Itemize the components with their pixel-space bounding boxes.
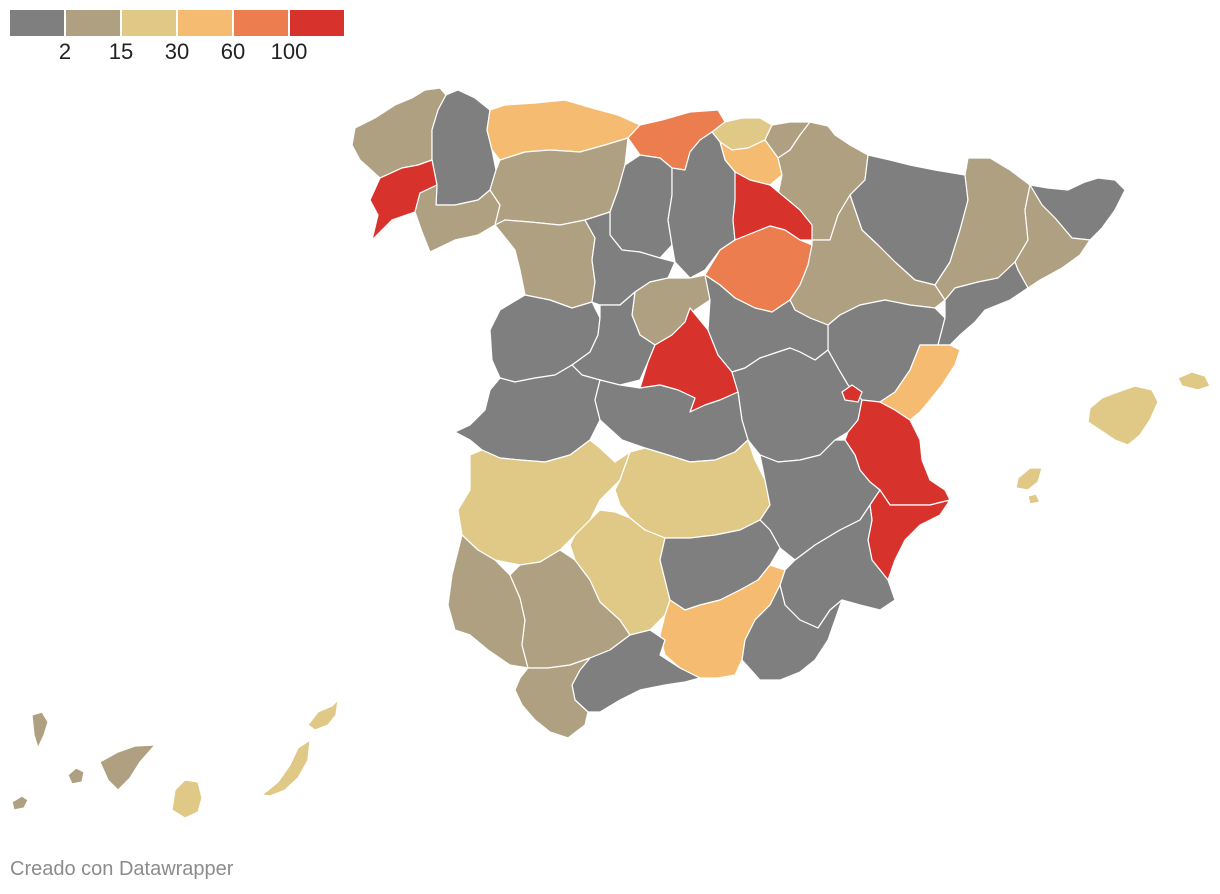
province-ibiza[interactable] bbox=[1015, 467, 1043, 491]
legend: 2 15 30 60 100 bbox=[10, 10, 346, 70]
province-mallorca[interactable] bbox=[1087, 385, 1159, 446]
province-gran-canaria[interactable] bbox=[171, 779, 203, 819]
province-fuerteventura[interactable] bbox=[261, 739, 311, 797]
legend-swatch-bin-0 bbox=[10, 10, 64, 36]
legend-swatch-bin-1 bbox=[66, 10, 120, 36]
legend-tick-label: 60 bbox=[220, 39, 246, 64]
credit-line: Creado con Datawrapper bbox=[10, 858, 234, 880]
province-almeria[interactable] bbox=[741, 584, 843, 681]
legend-tick-label: 100 bbox=[270, 39, 308, 64]
province-avila[interactable] bbox=[571, 291, 656, 386]
province-tenerife[interactable] bbox=[99, 744, 156, 791]
province-menorca[interactable] bbox=[1177, 371, 1211, 391]
province-castellon[interactable] bbox=[879, 344, 961, 421]
province-zamora[interactable] bbox=[494, 219, 596, 309]
province-caceres[interactable] bbox=[454, 364, 601, 463]
legend-swatch-bin-2 bbox=[122, 10, 176, 36]
province-rincon-de-ademuz[interactable] bbox=[841, 384, 863, 403]
legend-tick-label: 15 bbox=[108, 39, 134, 64]
legend-swatch-bin-3 bbox=[178, 10, 232, 36]
province-lanzarote[interactable] bbox=[307, 699, 339, 731]
legend-tick-label: 30 bbox=[164, 39, 190, 64]
legend-swatch-bin-4 bbox=[234, 10, 288, 36]
legend-swatch-bin-5 bbox=[290, 10, 344, 36]
province-la-palma[interactable] bbox=[31, 711, 49, 749]
province-formentera[interactable] bbox=[1027, 493, 1041, 505]
legend-ticks: 2 15 30 60 100 bbox=[10, 36, 346, 66]
legend-tick-label: 2 bbox=[58, 39, 72, 64]
province-cadiz[interactable] bbox=[514, 657, 591, 739]
legend-swatches bbox=[10, 10, 346, 36]
province-lugo[interactable] bbox=[431, 89, 497, 206]
province-la-gomera[interactable] bbox=[67, 767, 85, 785]
province-tarragona[interactable] bbox=[937, 261, 1029, 346]
province-el-hierro[interactable] bbox=[11, 795, 29, 811]
